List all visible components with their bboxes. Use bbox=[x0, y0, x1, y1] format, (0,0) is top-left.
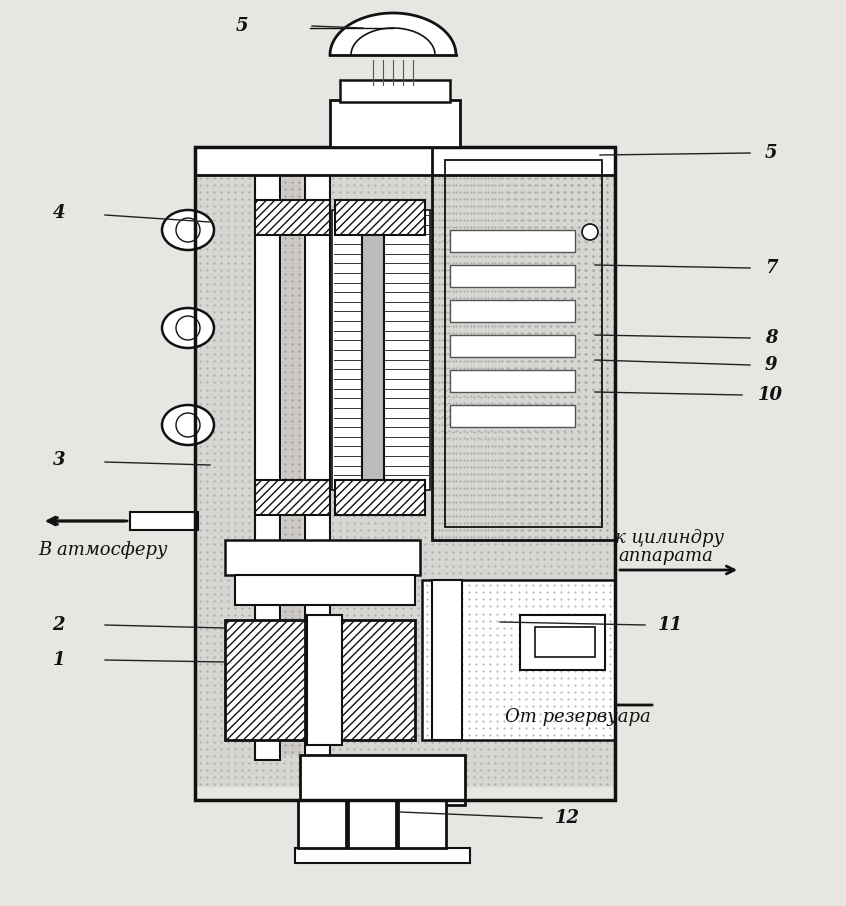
Bar bbox=[348, 800, 396, 848]
Bar bbox=[535, 627, 595, 657]
Bar bbox=[520, 615, 605, 670]
Bar bbox=[298, 800, 346, 848]
Bar bbox=[340, 80, 450, 102]
Text: к цилиндру: к цилиндру bbox=[615, 529, 724, 547]
Bar bbox=[225, 540, 420, 575]
Text: 5: 5 bbox=[235, 17, 248, 35]
Circle shape bbox=[582, 224, 598, 240]
Text: аппарата: аппарата bbox=[618, 547, 713, 565]
Ellipse shape bbox=[162, 308, 214, 348]
Bar bbox=[300, 755, 465, 805]
Bar bbox=[432, 580, 462, 740]
Bar bbox=[282, 165, 302, 755]
Bar bbox=[450, 300, 575, 322]
Text: 9: 9 bbox=[765, 356, 777, 374]
Bar bbox=[450, 265, 575, 287]
Bar bbox=[195, 147, 615, 175]
Text: 12: 12 bbox=[555, 809, 580, 827]
Bar bbox=[197, 147, 617, 787]
Text: 3: 3 bbox=[52, 451, 65, 469]
Bar bbox=[307, 615, 342, 745]
Bar bbox=[450, 230, 575, 252]
Bar bbox=[195, 147, 615, 800]
Bar bbox=[305, 160, 330, 760]
Text: 7: 7 bbox=[765, 259, 777, 277]
Bar bbox=[330, 100, 460, 147]
Bar bbox=[335, 200, 425, 235]
Bar bbox=[255, 160, 280, 760]
Bar bbox=[398, 800, 446, 848]
Ellipse shape bbox=[162, 210, 214, 250]
Text: 5: 5 bbox=[765, 144, 777, 162]
Text: 11: 11 bbox=[658, 616, 683, 634]
Bar bbox=[255, 480, 330, 515]
Text: 8: 8 bbox=[765, 329, 777, 347]
Bar bbox=[450, 370, 575, 392]
Text: 1: 1 bbox=[52, 651, 65, 669]
Bar bbox=[235, 575, 415, 605]
Bar bbox=[335, 480, 425, 515]
Text: 4: 4 bbox=[52, 204, 65, 222]
Bar bbox=[340, 620, 415, 740]
Polygon shape bbox=[330, 13, 456, 55]
Text: В атмосферу: В атмосферу bbox=[38, 541, 168, 559]
Bar bbox=[362, 235, 384, 480]
Bar bbox=[450, 335, 575, 357]
Bar bbox=[332, 210, 430, 490]
Text: 10: 10 bbox=[758, 386, 783, 404]
Bar bbox=[445, 160, 602, 527]
Bar bbox=[424, 582, 613, 738]
Bar bbox=[432, 147, 617, 540]
Bar bbox=[450, 405, 575, 427]
Bar bbox=[225, 620, 305, 740]
Text: 2: 2 bbox=[52, 616, 65, 634]
Bar bbox=[432, 147, 615, 540]
Bar bbox=[255, 200, 330, 235]
Bar bbox=[130, 512, 198, 530]
Ellipse shape bbox=[162, 405, 214, 445]
Text: От резервуара: От резервуара bbox=[505, 708, 651, 726]
Bar bbox=[422, 580, 615, 740]
Bar bbox=[295, 848, 470, 863]
